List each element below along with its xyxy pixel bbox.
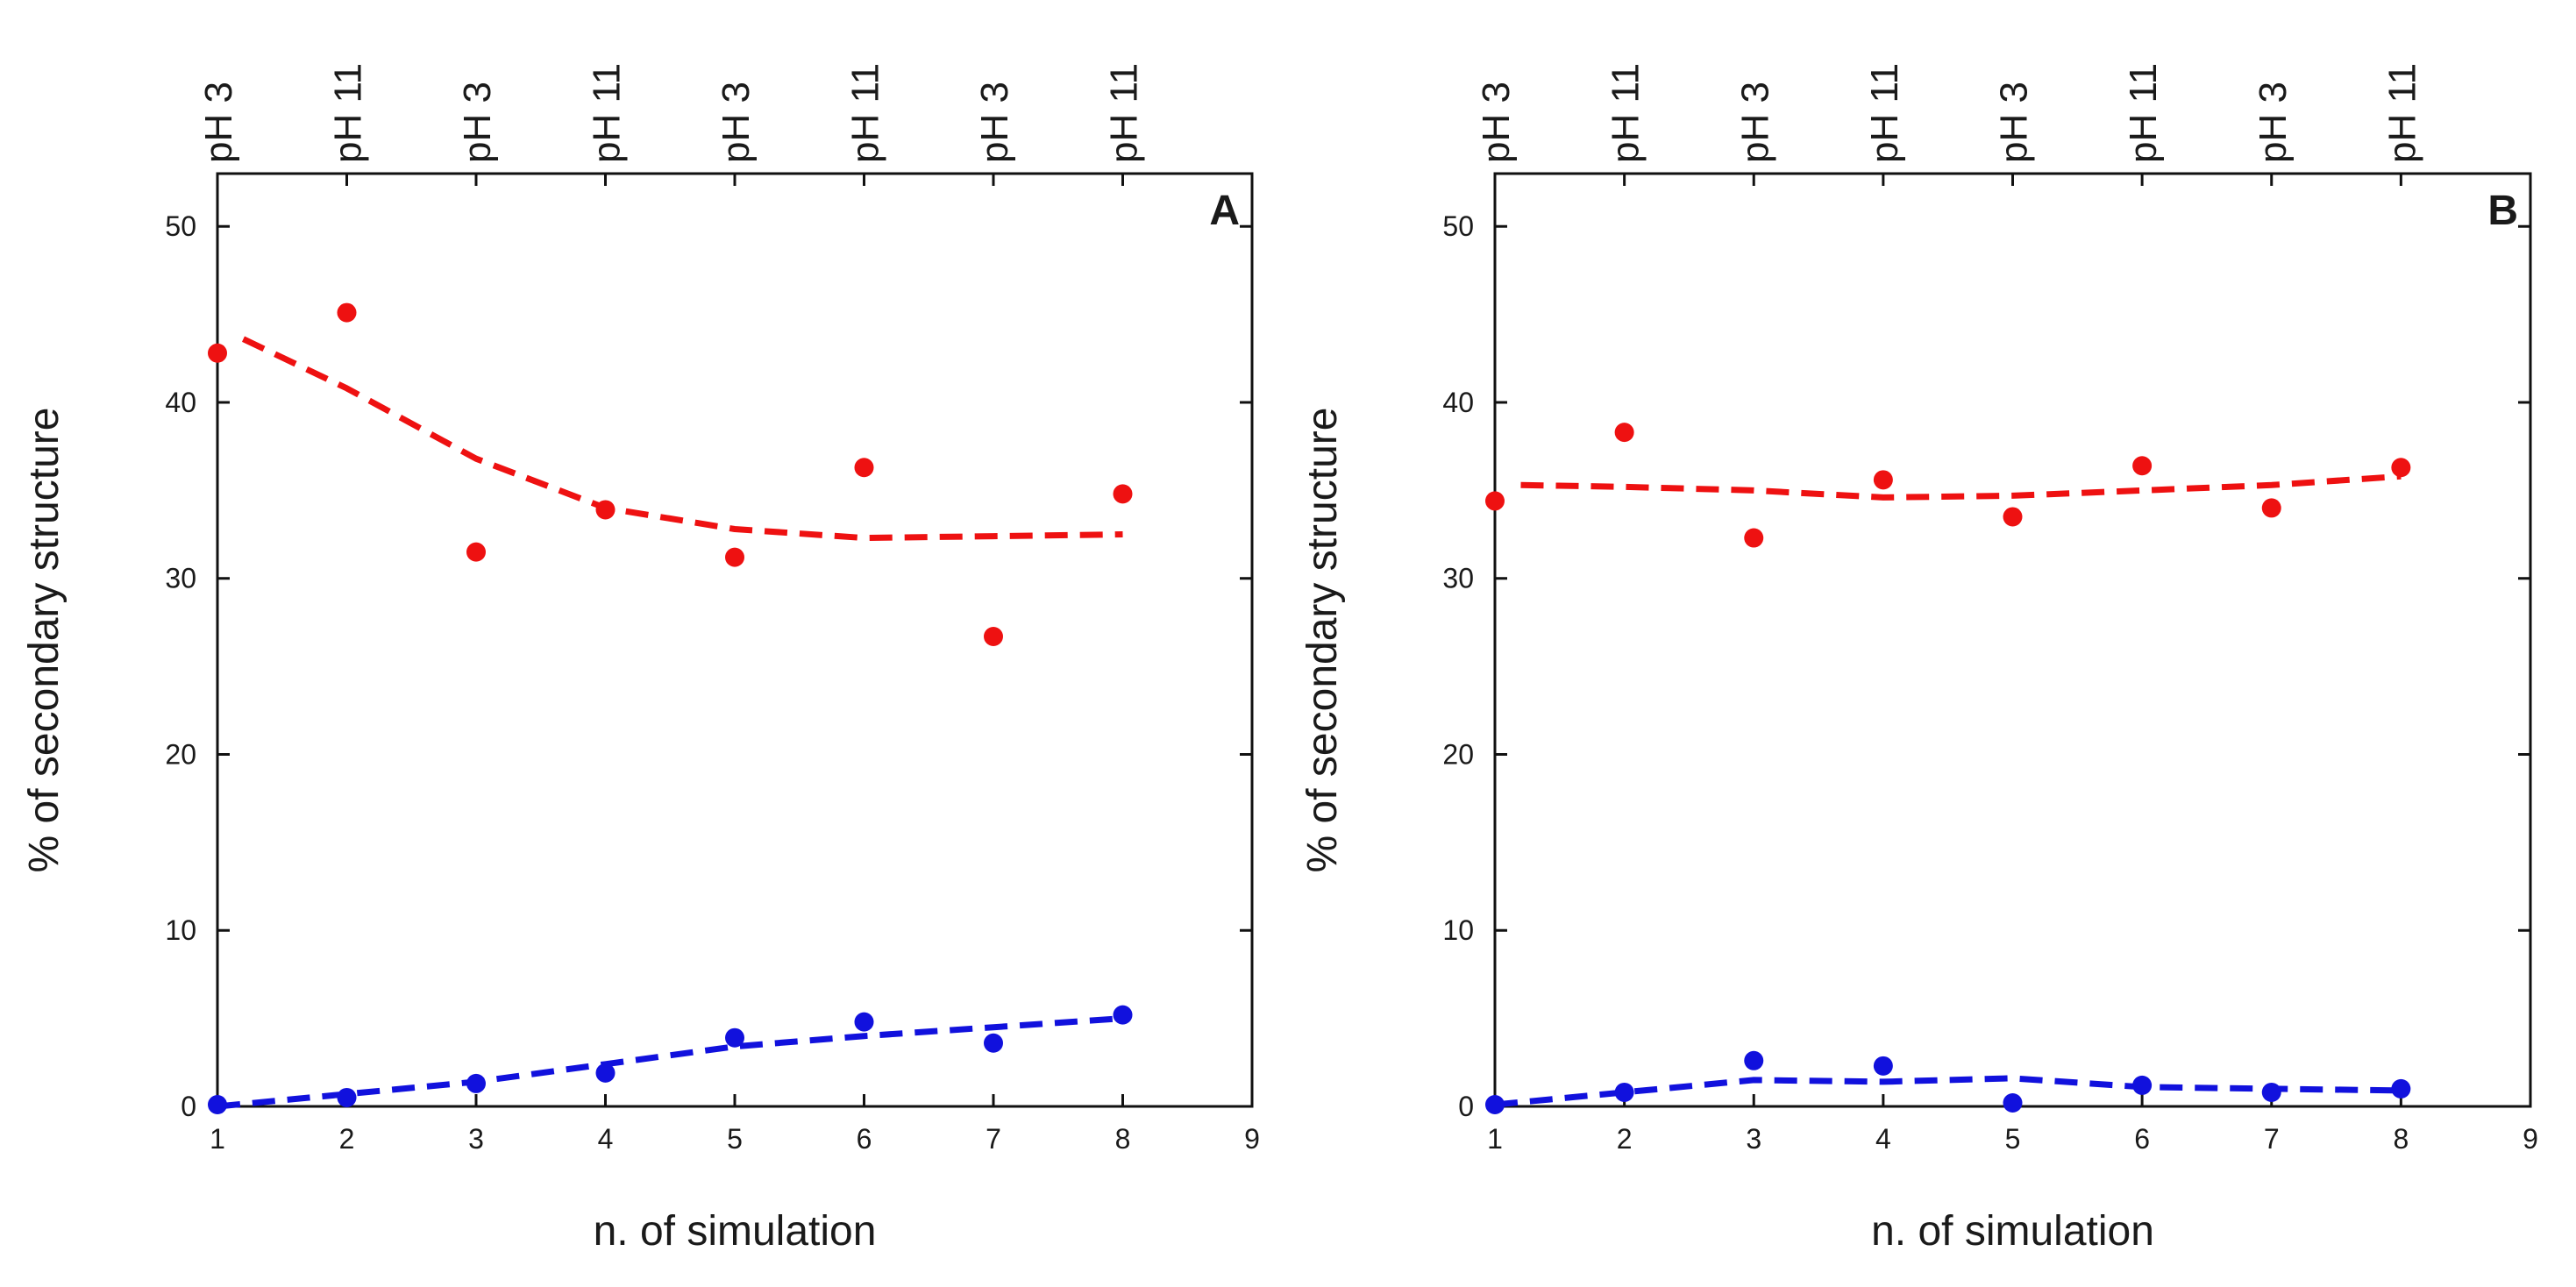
x-tick-label: 5	[727, 1123, 743, 1155]
data-point-blue	[725, 1027, 744, 1048]
trend-line-blue	[1494, 1075, 2402, 1108]
data-point-blue	[2391, 1078, 2411, 1099]
data-point-red	[2132, 456, 2153, 476]
data-point-blue	[2003, 1092, 2023, 1113]
trend-line-red	[241, 336, 1123, 542]
data-point-blue	[1614, 1082, 1634, 1102]
y-axis-title: % of secondary structure	[1299, 408, 1346, 873]
data-point-red	[2391, 458, 2411, 478]
x-tick-label: 6	[857, 1123, 872, 1155]
plot-frame	[1493, 172, 2532, 1108]
data-point-red	[854, 458, 874, 478]
y-tick-label: 40	[1442, 387, 1474, 418]
top-ph-label: pH 11	[1103, 63, 1146, 163]
x-tick-label: 8	[2393, 1123, 2409, 1155]
top-ph-label: pH 11	[844, 63, 887, 163]
top-ph-label: pH 3	[197, 82, 240, 163]
top-ph-label: pH 11	[2122, 63, 2165, 163]
x-tick-label: 4	[598, 1123, 614, 1155]
x-tick-label: 2	[1617, 1123, 1633, 1155]
data-point-blue	[1113, 1005, 1133, 1025]
y-tick-label: 0	[181, 1091, 196, 1122]
x-tick-label: 3	[1746, 1123, 1761, 1155]
x-tick-label: 6	[2134, 1123, 2150, 1155]
panel-letter: B	[2487, 188, 2518, 234]
top-ph-label: pH 3	[2252, 82, 2295, 163]
data-point-red	[1485, 491, 1505, 511]
x-tick-label: 4	[1875, 1123, 1891, 1155]
x-axis-title: n. of simulation	[1871, 1208, 2154, 1255]
data-point-blue	[466, 1073, 486, 1093]
top-ph-label: pH 3	[1733, 82, 1776, 163]
panel-b: 1 2 3 4 5 6 7 8 9 0 10 20 30 40 50 pH 3 pH 11 pH 3 pH 11 pH…	[1299, 63, 2538, 1255]
trend-line-blue	[217, 1015, 1123, 1110]
x-tick-label: 7	[2264, 1123, 2280, 1155]
data-point-red	[1744, 528, 1764, 548]
x-tick-label: 1	[1487, 1123, 1503, 1155]
data-point-red	[1873, 470, 1893, 490]
y-tick-label: 30	[165, 563, 196, 594]
data-point-blue	[1485, 1094, 1505, 1114]
data-point-blue	[984, 1033, 1003, 1053]
top-ph-label: pH 11	[327, 63, 370, 163]
data-point-blue	[1744, 1050, 1764, 1070]
data-point-red	[1614, 423, 1634, 443]
data-point-red	[1113, 484, 1133, 504]
data-point-red	[337, 302, 357, 323]
x-tick-label: 7	[986, 1123, 1001, 1155]
y-tick-label: 10	[165, 914, 196, 946]
data-point-blue	[2261, 1082, 2281, 1102]
x-tick-label: 9	[1244, 1123, 1260, 1155]
y-tick-label: 40	[165, 387, 196, 418]
data-point-red	[595, 500, 616, 520]
data-point-blue	[854, 1012, 874, 1032]
x-tick-label: 1	[210, 1123, 225, 1155]
data-point-blue	[2132, 1075, 2153, 1095]
y-axis-title: % of secondary structure	[21, 408, 68, 873]
data-point-blue	[595, 1063, 616, 1083]
top-ph-label: pH 11	[1605, 63, 1647, 163]
data-point-red	[984, 626, 1003, 646]
top-ph-label: pH 11	[1863, 63, 1906, 163]
x-tick-label: 5	[2005, 1123, 2021, 1155]
data-point-blue	[208, 1094, 227, 1114]
data-point-red	[725, 547, 744, 567]
plot-frame	[216, 172, 1254, 1108]
y-tick-label: 50	[1442, 210, 1474, 242]
y-tick-label: 30	[1442, 563, 1474, 594]
y-tick-label: 0	[1458, 1091, 1474, 1122]
x-tick-label: 9	[2523, 1123, 2538, 1155]
data-point-blue	[1873, 1056, 1893, 1076]
top-ph-label: pH 11	[2380, 63, 2423, 163]
x-tick-label: 3	[468, 1123, 484, 1155]
y-tick-label: 20	[165, 738, 196, 770]
top-ph-label: pH 3	[456, 82, 499, 163]
data-point-red	[2261, 498, 2281, 518]
data-point-red	[208, 343, 227, 363]
data-point-blue	[337, 1087, 357, 1107]
x-tick-label: 8	[1115, 1123, 1131, 1155]
top-ph-label: pH 3	[1993, 82, 2036, 163]
x-tick-label: 2	[339, 1123, 355, 1155]
data-point-red	[2003, 507, 2023, 527]
panel-a: 1 2 3 4 5 6 7 8 9 0 10 20 30 40 50 pH 3 pH 11 pH 3 pH 11 pH…	[21, 63, 1260, 1255]
top-ph-label: pH 11	[586, 63, 629, 163]
y-tick-label: 50	[165, 210, 196, 242]
panel-letter: A	[1209, 188, 1240, 234]
top-ph-label: pH 3	[715, 82, 758, 163]
top-ph-label: pH 3	[1475, 82, 1518, 163]
y-tick-label: 20	[1442, 738, 1474, 770]
x-axis-title: n. of simulation	[594, 1208, 877, 1255]
top-ph-label: pH 3	[973, 82, 1016, 163]
data-point-red	[466, 542, 486, 562]
y-tick-label: 10	[1442, 914, 1474, 946]
trend-line-red	[1520, 473, 2402, 501]
